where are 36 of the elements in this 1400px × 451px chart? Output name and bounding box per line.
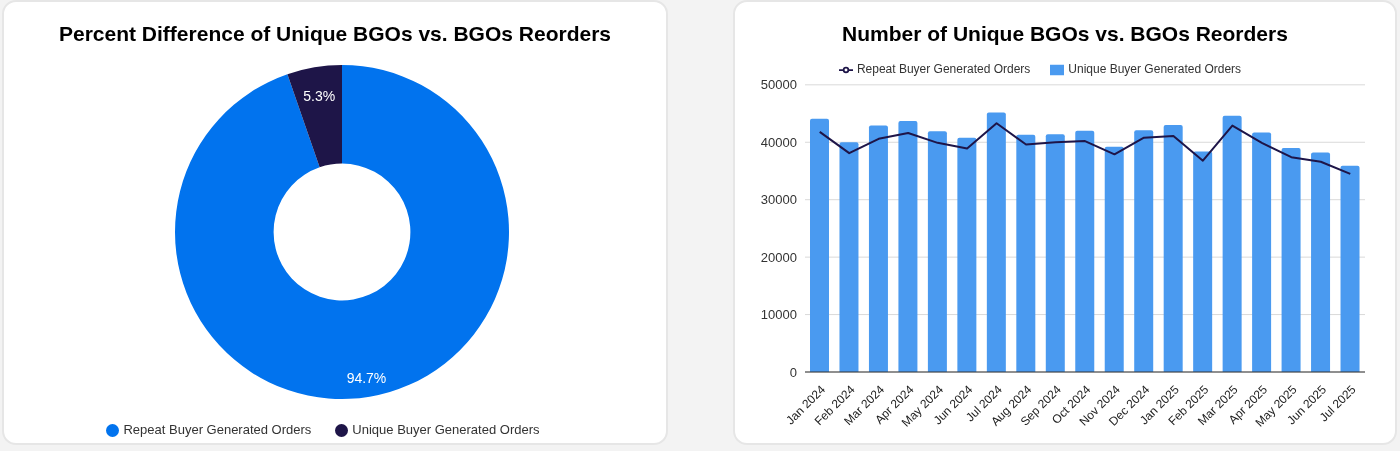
- bar: [1340, 165, 1360, 372]
- bar: [1193, 151, 1213, 372]
- bar: [1075, 130, 1095, 372]
- legend-label: Repeat Buyer Generated Orders: [856, 62, 1031, 76]
- bar: [927, 131, 947, 372]
- bar: [1134, 130, 1154, 372]
- chart-title: Percent Difference of Unique BGOs vs. BGOs Reorders: [58, 22, 612, 46]
- bar: [1104, 146, 1124, 372]
- donut-slice: [175, 65, 509, 399]
- bar: [898, 121, 918, 372]
- bar: [1281, 148, 1301, 372]
- legend-label: Repeat Buyer Generated Orders: [123, 421, 312, 437]
- bar: [1163, 125, 1183, 372]
- y-tick-label: 40000: [760, 134, 797, 150]
- y-tick-label: 10000: [760, 307, 797, 323]
- bar: [957, 137, 977, 372]
- bar: [1311, 152, 1331, 372]
- bar: [868, 125, 888, 372]
- bar: [810, 118, 829, 372]
- y-tick-label: 50000: [760, 77, 797, 93]
- legend-label: Unique Buyer Generated Orders: [352, 421, 540, 437]
- data-label: 5.3%: [303, 88, 336, 105]
- bar: [1045, 134, 1065, 372]
- bar: [1016, 134, 1036, 372]
- data-label: 94.7%: [346, 369, 387, 386]
- bar: [1222, 115, 1242, 372]
- y-tick-label: 0: [789, 364, 797, 380]
- legend-label: Unique Buyer Generated Orders: [1068, 62, 1242, 76]
- chart-title: Number of Unique BGOs vs. BGOs Reorders: [841, 22, 1289, 46]
- y-tick-label: 30000: [760, 192, 797, 208]
- y-tick-label: 20000: [760, 249, 797, 265]
- bar: [1252, 132, 1272, 372]
- line-series: [818, 122, 1352, 175]
- bar: [839, 142, 859, 372]
- donut-slice: [287, 65, 342, 168]
- bar: [986, 112, 1006, 372]
